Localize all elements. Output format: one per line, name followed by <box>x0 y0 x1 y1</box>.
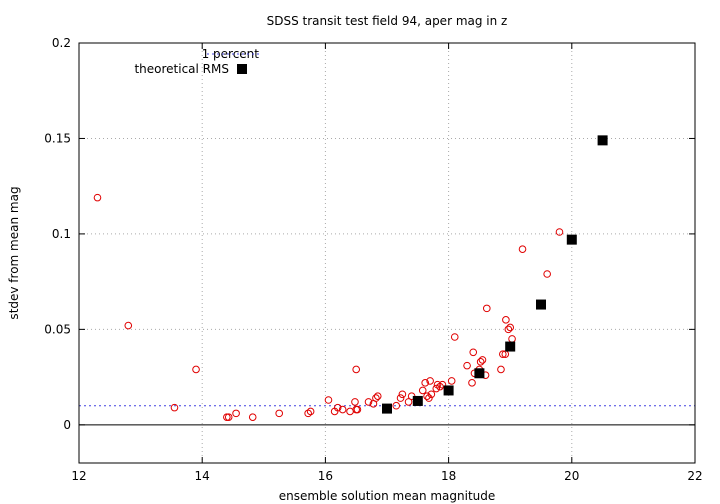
data-point <box>392 401 401 410</box>
y-tick-label: 0.2 <box>52 36 71 50</box>
data-point <box>504 325 513 334</box>
legend-label-theoretical-rms: theoretical RMS <box>134 62 229 76</box>
theoretical-rms-point <box>597 135 608 146</box>
data-point <box>338 405 347 414</box>
x-tick-label: 20 <box>564 469 579 483</box>
data-point <box>508 335 516 343</box>
x-tick-label: 22 <box>687 469 702 483</box>
y-tick-label: 0.05 <box>44 322 71 336</box>
data-point <box>447 377 456 385</box>
x-tick-label: 16 <box>318 469 333 483</box>
data-point <box>469 348 478 357</box>
legend-label-one-percent: 1 percent <box>202 47 260 61</box>
data-point <box>482 304 491 313</box>
theoretical-rms-point <box>566 234 577 245</box>
theoretical-rms-point <box>382 403 392 414</box>
data-point <box>427 390 436 399</box>
theoretical-rms-point <box>536 299 546 310</box>
y-tick-label: 0.15 <box>44 131 71 145</box>
data-point <box>425 394 433 402</box>
data-marks <box>79 135 695 421</box>
y-axis-label: stdev from mean mag <box>7 186 21 319</box>
data-point <box>398 390 407 399</box>
data-point <box>426 377 434 385</box>
theoretical-rms-point <box>474 368 485 379</box>
data-point <box>333 403 342 412</box>
theoretical-rms-point <box>443 385 454 396</box>
y-tick-label: 0 <box>63 418 71 432</box>
data-point <box>352 365 361 374</box>
data-point <box>438 380 447 389</box>
data-point <box>468 379 476 387</box>
data-point <box>518 245 527 253</box>
data-point <box>396 394 405 402</box>
data-point <box>506 323 515 332</box>
data-point <box>418 386 427 395</box>
data-point <box>478 356 487 364</box>
plot-frame <box>78 42 696 464</box>
data-point <box>421 379 429 387</box>
data-point <box>232 409 240 418</box>
data-point <box>432 384 441 393</box>
data-point <box>275 409 284 418</box>
data-point <box>224 413 233 421</box>
grid <box>79 43 695 463</box>
data-point <box>436 382 444 391</box>
legend-swatch-theoretical-rms <box>237 64 247 74</box>
data-point <box>124 321 133 330</box>
data-point <box>433 380 442 389</box>
data-point <box>324 396 333 404</box>
theoretical-rms-point <box>412 395 423 406</box>
data-point <box>372 394 380 402</box>
data-point <box>502 316 510 324</box>
x-tick-label: 12 <box>71 469 86 483</box>
data-point <box>497 365 505 374</box>
theoretical-rms-point <box>505 341 516 352</box>
data-point <box>450 333 459 341</box>
axis-ticks: 12 14 16 18 20 22 0 0.05 0.1 0.15 0.2 <box>44 36 702 483</box>
data-point <box>192 365 200 374</box>
data-point <box>543 270 551 278</box>
data-point <box>170 403 179 412</box>
data-point <box>306 407 315 416</box>
data-point <box>404 398 413 406</box>
x-tick-label: 14 <box>195 469 210 483</box>
data-point <box>364 398 373 406</box>
x-axis-label: ensemble solution mean magnitude <box>279 489 496 503</box>
data-point <box>463 361 471 370</box>
chart-title: SDSS transit test field 94, aper mag in … <box>267 14 508 28</box>
data-point <box>499 350 507 358</box>
data-point <box>346 407 354 416</box>
data-point <box>93 193 102 202</box>
data-point <box>423 392 431 400</box>
x-tick-label: 18 <box>441 469 456 483</box>
y-tick-label: 0.1 <box>52 227 71 241</box>
data-point <box>476 358 485 366</box>
data-point <box>373 392 382 400</box>
data-point <box>353 405 362 414</box>
data-point <box>248 413 257 421</box>
data-point <box>555 228 564 236</box>
data-point <box>351 398 359 406</box>
data-point <box>304 409 312 418</box>
